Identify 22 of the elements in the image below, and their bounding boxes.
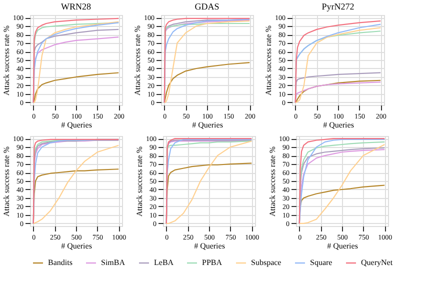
y-axis-title: Attack success rate % [268, 146, 277, 216]
chart-title: WRN28 [61, 2, 92, 12]
legend-label: PPBA [202, 258, 222, 267]
legend-label: Bandits [48, 258, 72, 267]
x-axis-title: # Queries [61, 120, 92, 130]
y-axis-title: Attack success rate % [264, 25, 273, 96]
x-axis-title: # Queries [327, 242, 358, 250]
x-axis-title: # Queries [61, 242, 92, 250]
y-axis-title: Attack success rate % [2, 25, 11, 96]
legend-label: SimBA [101, 258, 126, 267]
x-axis-title: # Queries [323, 120, 354, 130]
legend-label: Square [310, 258, 333, 267]
y-axis-title: Attack success rate % [133, 25, 142, 96]
chart-title: PyrN272 [322, 2, 354, 12]
y-axis-title: Attack success rate % [135, 146, 144, 216]
chart-title: GDAS [194, 2, 220, 12]
legend-label: Subspace [251, 258, 282, 267]
x-axis-title: # Queries [194, 242, 225, 250]
x-axis-title: # Queries [192, 120, 223, 130]
legend-label: QueryNet [361, 258, 394, 267]
legend-label: LeBA [154, 258, 174, 267]
y-axis-title: Attack success rate % [2, 146, 11, 216]
